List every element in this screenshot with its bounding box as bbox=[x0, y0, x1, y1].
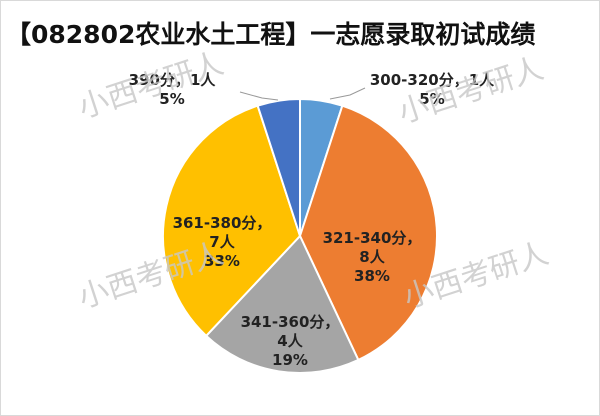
chart-title: 【082802农业水土工程】一志愿录取初试成绩 bbox=[6, 20, 535, 49]
data-label: 390分，1人 5% bbox=[129, 71, 217, 108]
percent-label: 19% bbox=[272, 351, 308, 369]
data-label: 300-320分，1人 5% bbox=[370, 71, 495, 108]
count-label: 8人 bbox=[359, 248, 385, 266]
category-label: 300-320分 bbox=[370, 71, 454, 89]
pie-slice bbox=[256, 97, 301, 237]
category-label: 341-360分 bbox=[241, 313, 325, 331]
separator: ， bbox=[406, 229, 421, 247]
category-label: 390分 bbox=[129, 71, 175, 89]
count-label: 1人 bbox=[190, 71, 216, 89]
separator: ， bbox=[324, 313, 339, 331]
count-label: 7人 bbox=[209, 233, 235, 251]
category-label: 361-380分 bbox=[173, 214, 257, 232]
pie-slice bbox=[298, 104, 438, 362]
percent-label: 5% bbox=[159, 90, 184, 108]
data-label: 341-360分， 4人 19% bbox=[241, 313, 340, 369]
percent-label: 33% bbox=[204, 252, 240, 270]
separator: ， bbox=[175, 71, 190, 89]
leader-line bbox=[239, 91, 279, 101]
data-label: 321-340分， 8人 38% bbox=[323, 229, 422, 285]
percent-label: 38% bbox=[354, 267, 390, 285]
category-label: 321-340分 bbox=[323, 229, 407, 247]
data-label: 361-380分， 7人 33% bbox=[173, 214, 272, 270]
leader-line bbox=[329, 87, 366, 100]
separator: ， bbox=[454, 71, 469, 89]
separator: ， bbox=[256, 214, 271, 232]
percent-label: 5% bbox=[419, 90, 444, 108]
count-label: 1人 bbox=[469, 71, 495, 89]
pie-slice bbox=[204, 234, 360, 374]
pie-slice bbox=[162, 104, 302, 338]
count-label: 4人 bbox=[277, 332, 303, 350]
